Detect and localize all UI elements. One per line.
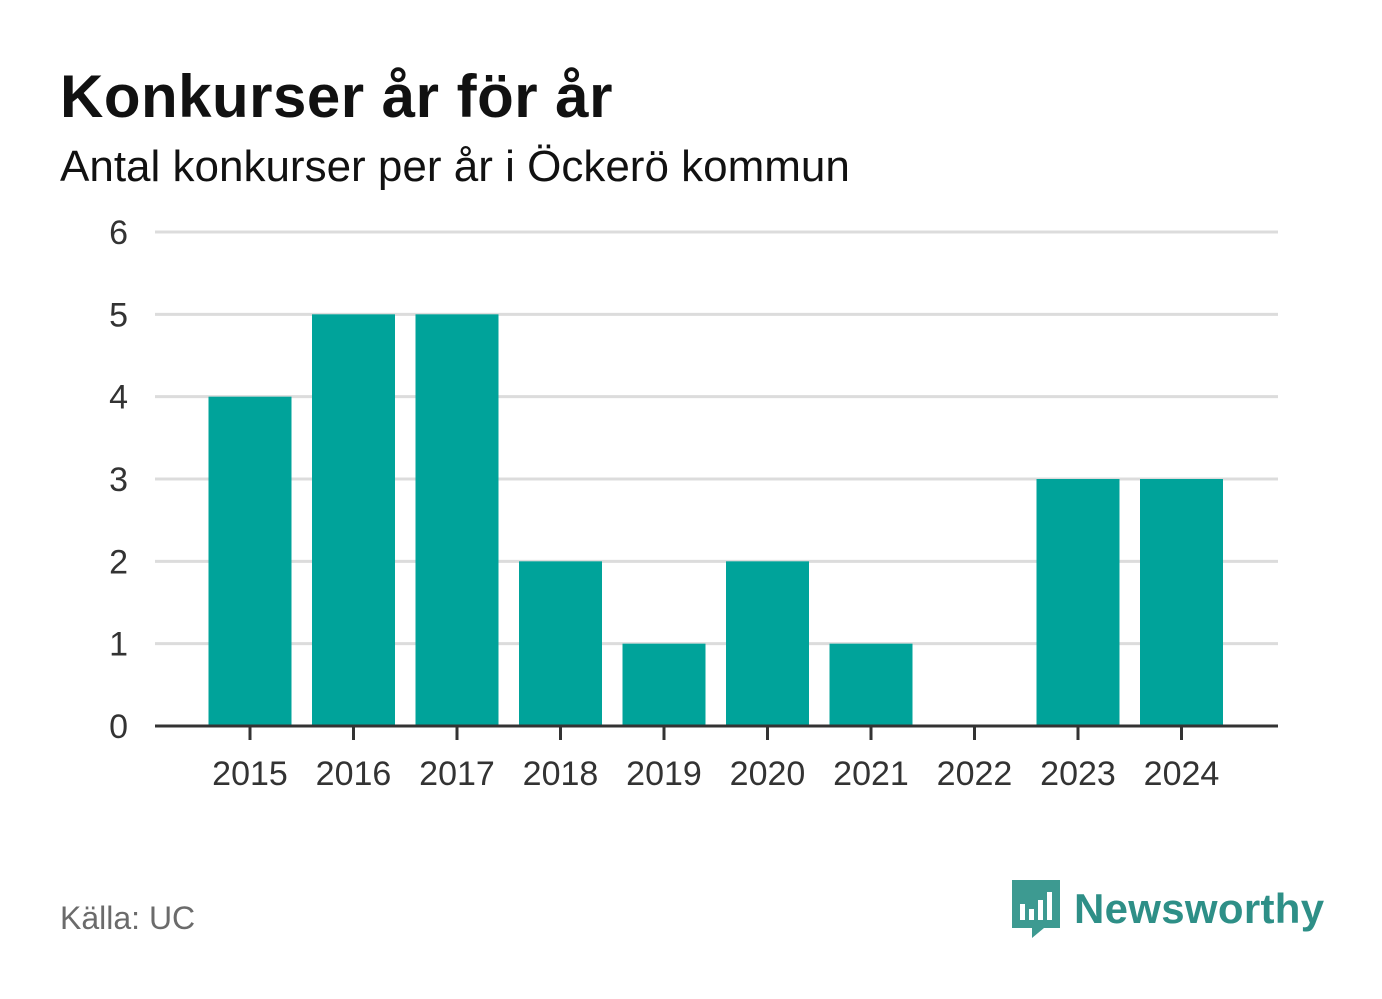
x-tick-label: 2023 <box>1040 755 1116 793</box>
bar <box>1036 479 1120 726</box>
x-tick-label: 2021 <box>833 755 909 793</box>
bar <box>726 561 809 726</box>
x-tick-label: 2017 <box>419 755 495 793</box>
x-tick-label: 2020 <box>730 755 806 793</box>
newsworthy-logo-icon <box>1012 880 1060 938</box>
y-tick-label: 2 <box>109 543 128 581</box>
bar <box>622 643 706 726</box>
axes: 0 1 2 3 4 5 6 2015 2016 2017 2018 2019 2020 2021 2022 2… <box>109 214 1278 793</box>
source-label: Källa: UC <box>60 900 196 936</box>
y-tick-label: 5 <box>109 296 128 334</box>
bar <box>312 314 395 726</box>
brand-name: Newsworthy <box>1074 885 1325 932</box>
bar <box>829 643 913 726</box>
bar <box>519 561 602 726</box>
x-tick-label: 2016 <box>316 755 392 793</box>
x-tick-label: 2022 <box>937 755 1013 793</box>
chart-subtitle: Antal konkurser per år i Öckerö kommun <box>60 142 850 191</box>
brand-logo: Newsworthy <box>1010 878 1324 940</box>
x-tick-label: 2019 <box>626 755 702 793</box>
y-tick-label: 0 <box>109 708 128 746</box>
bar <box>1140 479 1223 726</box>
bar <box>208 396 292 726</box>
y-tick-label: 4 <box>109 379 128 417</box>
chart-title: Konkurser år för år <box>60 63 614 130</box>
bar <box>415 314 499 726</box>
y-tick-label: 6 <box>109 214 128 252</box>
x-tick-label: 2018 <box>523 755 599 793</box>
x-tick-label: 2024 <box>1144 755 1220 793</box>
y-tick-label: 1 <box>109 626 128 664</box>
y-tick-label: 3 <box>109 461 128 499</box>
bars <box>208 314 1223 726</box>
x-tick-label: 2015 <box>212 755 288 793</box>
